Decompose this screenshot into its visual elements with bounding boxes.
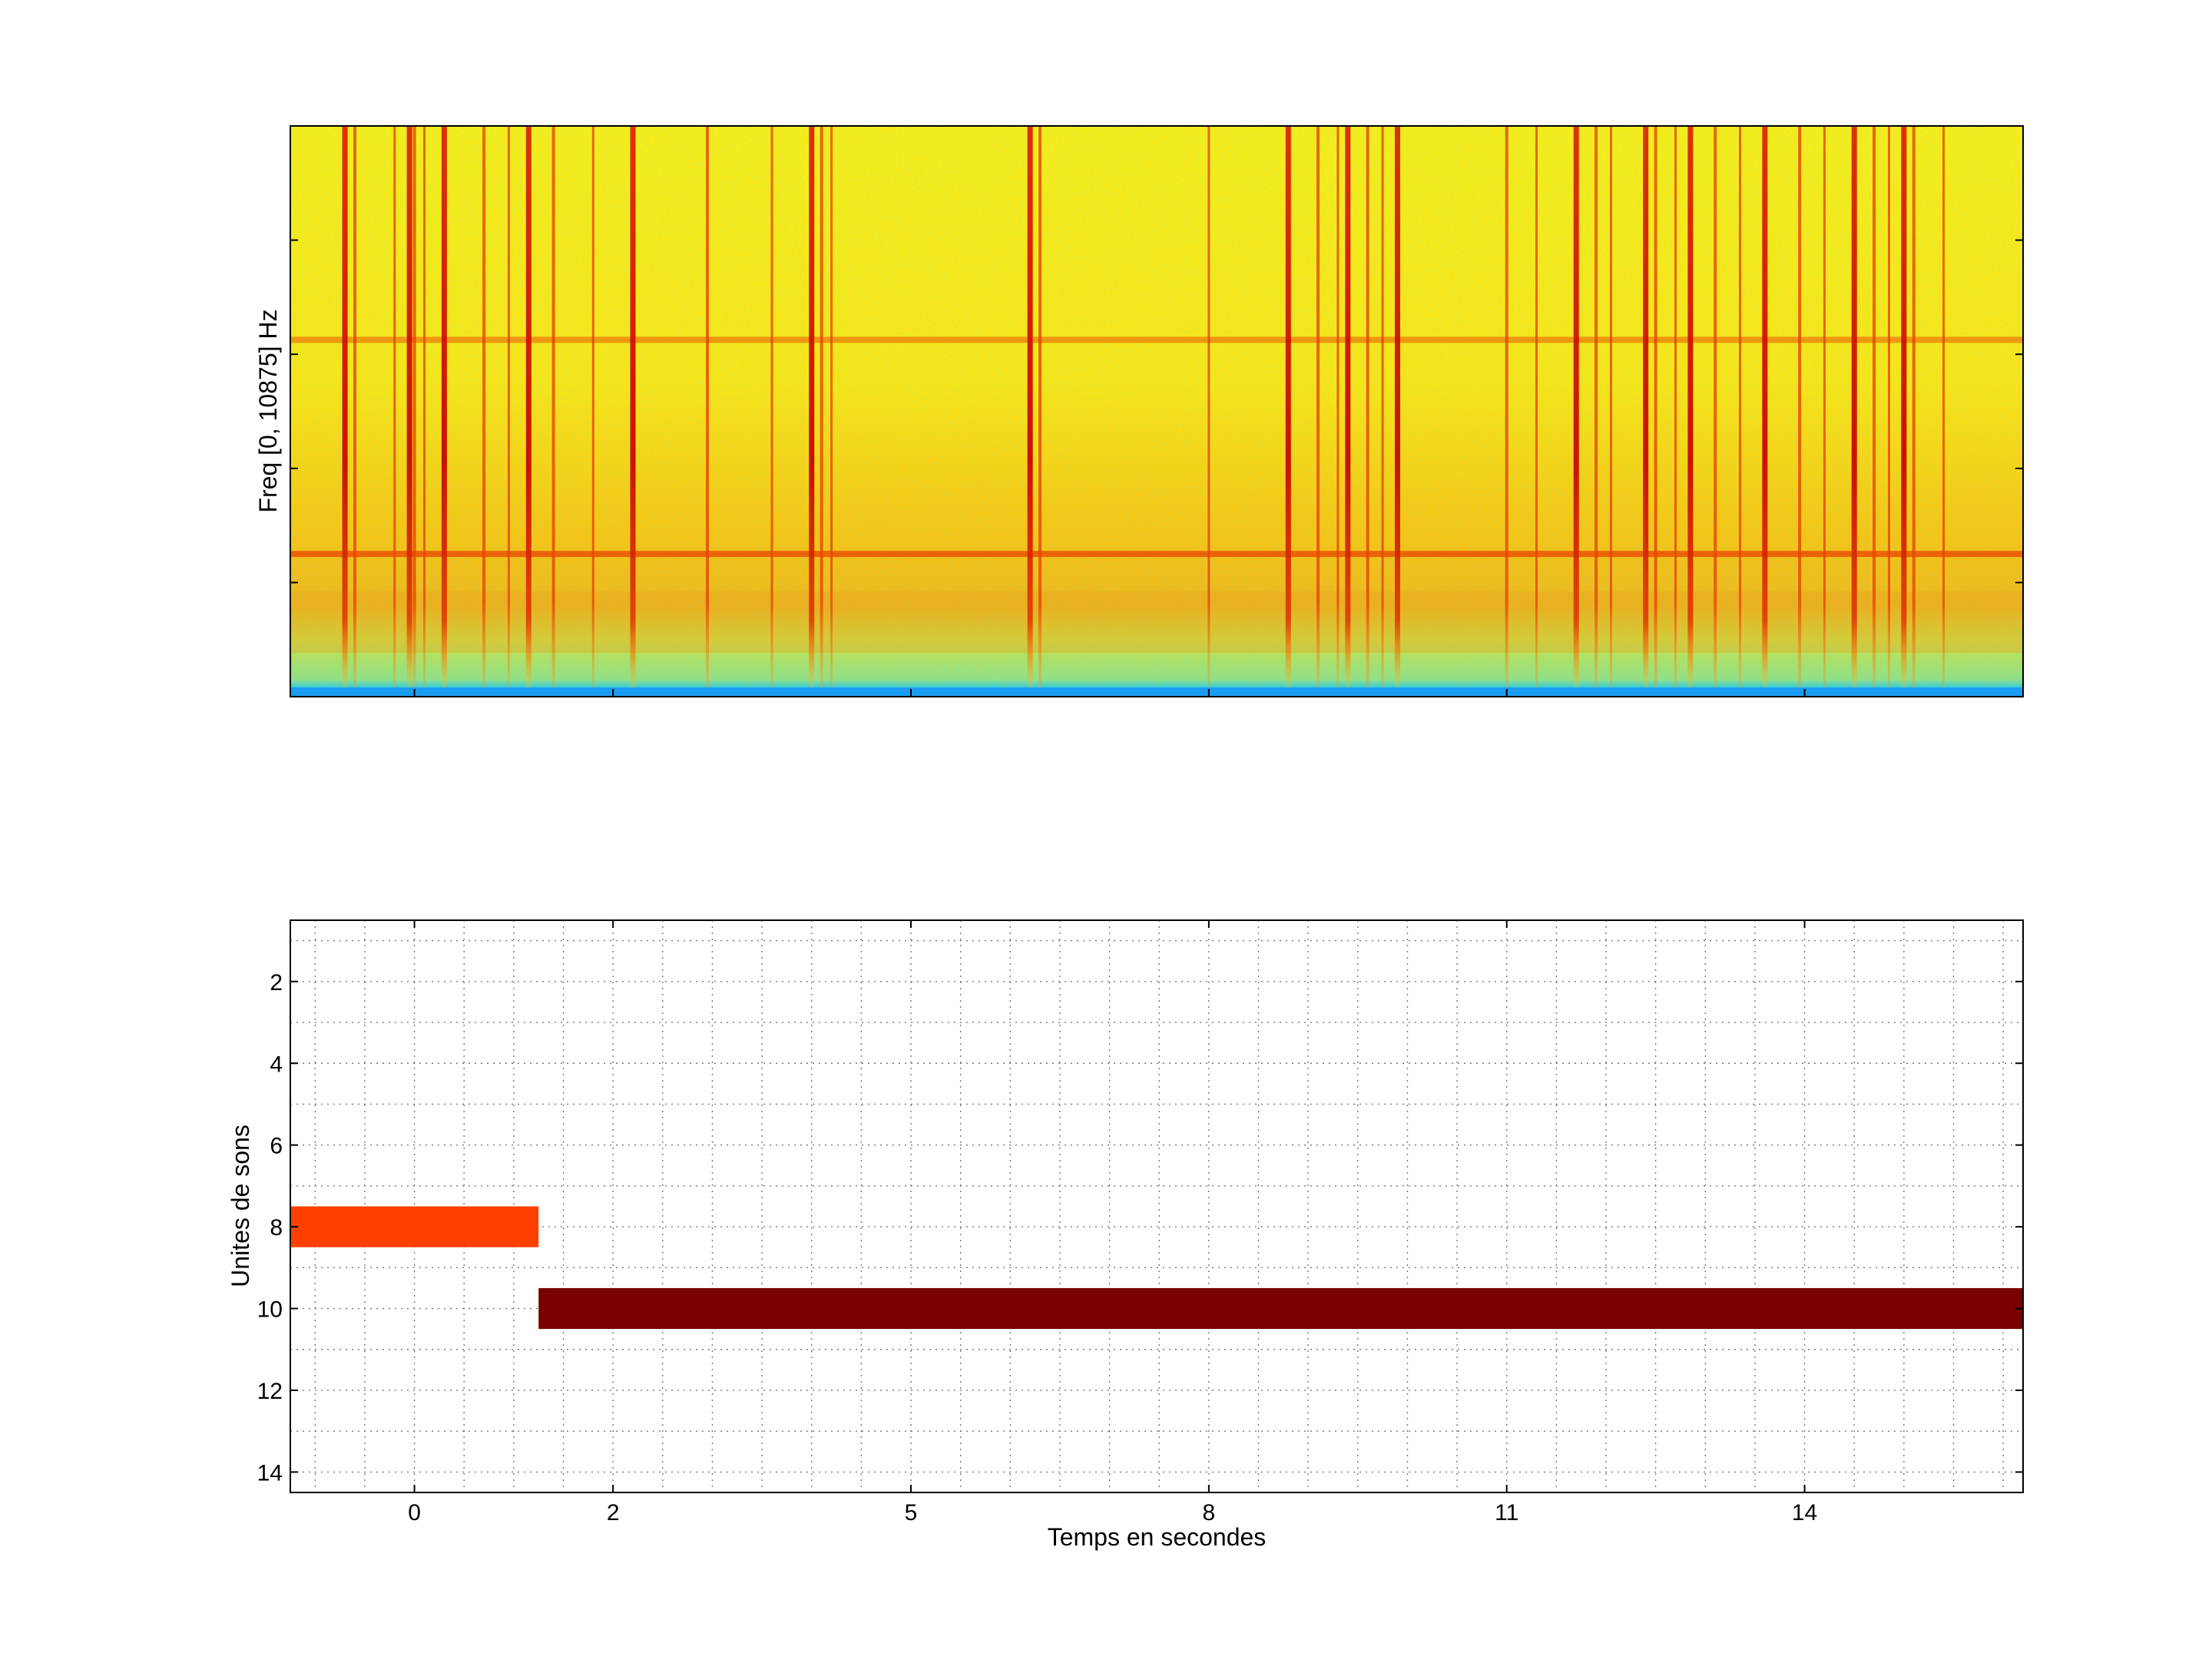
units-ytick-label: 4 (270, 1052, 283, 1077)
spectrogram-onset (1687, 126, 1694, 687)
spectrogram-floor-band (290, 687, 2023, 697)
spectrogram-onset (1381, 126, 1384, 687)
spectrogram-onset (1505, 126, 1508, 687)
spectrogram-onset (1887, 126, 1890, 687)
spectrogram-onset (1594, 126, 1598, 687)
units-ytick-label: 6 (270, 1134, 283, 1159)
spectrogram-band (290, 336, 2023, 343)
spectrogram-onset (1366, 126, 1369, 687)
units-xtick-label: 5 (905, 1500, 918, 1526)
spectrogram-onset (393, 126, 396, 687)
spectrogram-onset (630, 126, 636, 687)
spectrogram-onset (1912, 126, 1916, 687)
spectrogram-axes (290, 125, 2024, 697)
spectrogram-onset (1674, 126, 1677, 687)
spectrogram-onsets (342, 126, 1945, 687)
units-axes: 2 4 6 8 10 12 14 0 2 5 8 11 14 (257, 919, 2024, 1526)
spectrogram-onset (423, 126, 426, 687)
spectrogram-onset (353, 126, 357, 687)
units-xtick-label: 14 (1792, 1500, 1817, 1526)
spectrogram-onset (1714, 126, 1717, 687)
spectrogram-onset (1535, 126, 1538, 687)
units-ytick-label: 2 (270, 970, 283, 995)
spectrogram-onset (1336, 126, 1339, 687)
spectrogram-onset (705, 126, 709, 687)
spectrogram-onset (412, 126, 416, 687)
units-xtick-label: 8 (1203, 1500, 1216, 1526)
spectrogram-onset (1654, 126, 1657, 687)
units-xtick-label: 2 (607, 1500, 620, 1526)
spectrogram-onset (551, 126, 555, 687)
spectrogram-onset (1762, 126, 1768, 687)
spectrogram-onset (1739, 126, 1742, 687)
spectrogram-onset (1207, 126, 1210, 687)
spectrogram-onset (1643, 126, 1649, 687)
units-ytick-label: 14 (257, 1460, 283, 1486)
spectrogram-onset (1798, 126, 1802, 687)
spectrogram-onset (1345, 126, 1351, 687)
spectrogram-bands (290, 336, 2023, 558)
units-xtick-label: 0 (408, 1500, 421, 1526)
units-bars (290, 1206, 2023, 1330)
spectrogram-onset (1609, 126, 1612, 687)
spectrogram-onset (1027, 126, 1033, 687)
spectrogram-onset (406, 126, 412, 687)
spectrogram-onset (525, 126, 531, 687)
spectrogram-lowfreq-band (290, 591, 2023, 653)
spectrogram-onset (591, 126, 594, 687)
units-ytick-label: 12 (257, 1379, 283, 1404)
units-ytick-label: 10 (257, 1297, 283, 1323)
units-ylabel: Unites de sons (227, 1125, 254, 1287)
spectrogram-band (290, 551, 2023, 558)
spectrogram-onset (1942, 126, 1945, 687)
units-xlabel: Temps en secondes (1048, 1523, 1267, 1551)
units-xtick-label: 11 (1495, 1500, 1518, 1526)
spectrogram-onset (770, 126, 773, 687)
spectrogram-panel (290, 126, 2023, 697)
units-panel: 2 4 6 8 10 12 14 0 2 5 8 11 14 (257, 919, 2024, 1526)
spectrogram-onset (1285, 126, 1291, 687)
spectrogram-onset (1395, 126, 1401, 687)
spectrogram-onset (342, 126, 348, 687)
spectrogram-onset (1901, 126, 1907, 687)
spectrogram-onset (1316, 126, 1320, 687)
spectrogram-onset (820, 126, 823, 687)
spectrogram-onset (1823, 126, 1826, 687)
units-frame (290, 919, 2024, 1493)
spectrogram-onset (1851, 126, 1857, 687)
unit-segment (290, 1206, 539, 1247)
unit-segment (538, 1287, 2023, 1330)
units-plot-area (290, 920, 2023, 1492)
spectrogram-noise-orange (290, 126, 2023, 697)
spectrogram-onset (482, 126, 486, 687)
spectrogram-onset (441, 126, 447, 687)
spectrogram-onset (1573, 126, 1579, 687)
spectrogram-onset (1038, 126, 1042, 687)
spectrogram-ylabel: Freq [0, 10875] Hz (254, 309, 282, 512)
spectrogram-onset (1873, 126, 1876, 687)
spectrogram-onset (830, 126, 833, 687)
spectrogram-onset (507, 126, 510, 687)
units-ytick-label: 8 (270, 1215, 283, 1241)
spectrogram-frame (290, 125, 2024, 697)
spectrogram-onset (809, 126, 815, 687)
units-grid (290, 920, 2023, 1492)
